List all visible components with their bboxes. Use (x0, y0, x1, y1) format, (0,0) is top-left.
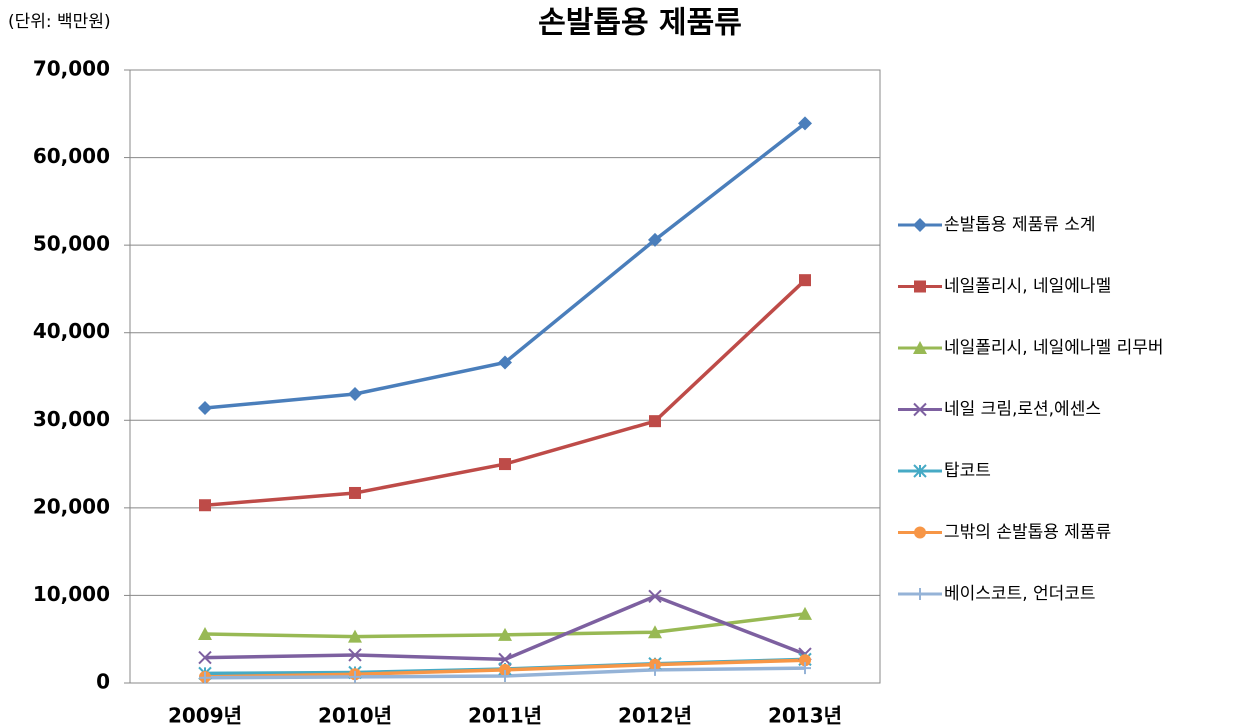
y-tick-label: 60,000 (33, 144, 110, 168)
chart-title: 손발톱용 제품류 (538, 6, 742, 41)
marker (798, 606, 812, 620)
marker (648, 589, 662, 604)
legend-label: 손발톱용 제품류 소계 (944, 215, 1096, 235)
y-tick-label: 20,000 (33, 494, 110, 518)
series-line (204, 594, 806, 662)
x-tick-label: 2011년 (468, 704, 542, 725)
marker (349, 486, 361, 499)
marker (914, 280, 926, 293)
marker (498, 652, 512, 667)
marker (799, 274, 811, 287)
marker (348, 629, 362, 643)
y-tick-label: 0 (96, 670, 110, 694)
legend-label: 네일 크림,로션,에센스 (944, 400, 1101, 420)
y-tick-label: 30,000 (33, 407, 110, 431)
marker (798, 116, 812, 131)
marker (348, 648, 362, 662)
marker (799, 654, 811, 667)
marker (198, 401, 212, 416)
plot-area (129, 69, 881, 684)
y-tick-label: 40,000 (33, 319, 110, 343)
marker (499, 663, 511, 676)
unit-label: (단위: 백만원) (8, 12, 111, 32)
y-tick-label: 70,000 (33, 57, 110, 81)
marker (198, 650, 212, 665)
legend-entry: 네일폴리시, 네일에나멜 (898, 277, 1111, 297)
marker (648, 625, 662, 639)
marker (913, 464, 927, 478)
marker (498, 355, 512, 370)
x-tick-label: 2012년 (618, 704, 692, 725)
marker (349, 670, 361, 683)
legend-label: 그밖의 손발톱용 제품류 (944, 523, 1111, 543)
marker (199, 671, 211, 684)
marker (649, 663, 661, 676)
legend-label: 네일폴리시, 네일에나멜 (944, 277, 1111, 297)
marker (499, 458, 511, 471)
y-tick-label: 10,000 (33, 582, 110, 606)
legend-entry: 탑코트 (898, 461, 991, 481)
marker (799, 662, 811, 675)
marker (199, 499, 211, 512)
legend-entry: 손발톱용 제품류 소계 (898, 215, 1096, 235)
x-tick-label: 2013년 (768, 704, 842, 725)
series-line (204, 278, 807, 507)
legend-entry: 그밖의 손발톱용 제품류 (898, 523, 1111, 543)
marker (198, 626, 212, 640)
marker (914, 588, 926, 600)
x-tick-label: 2010년 (318, 704, 392, 725)
marker (649, 415, 661, 428)
marker (499, 669, 511, 682)
legend-label: 네일폴리시, 네일에나멜 리무버 (944, 338, 1164, 358)
legend-entry: 네일 크림,로션,에센스 (898, 400, 1101, 420)
marker (913, 218, 927, 232)
legend-label: 베이스코트, 언더코트 (944, 584, 1096, 604)
x-tick-label: 2009년 (168, 704, 242, 725)
legend-entry: 네일폴리시, 네일에나멜 리무버 (898, 338, 1164, 358)
legend-label: 탑코트 (944, 461, 991, 481)
marker (498, 627, 512, 641)
marker (913, 402, 927, 417)
marker (913, 341, 927, 354)
marker (914, 526, 926, 539)
legend-entry: 베이스코트, 언더코트 (898, 584, 1096, 604)
marker (648, 232, 662, 247)
y-tick-label: 50,000 (33, 232, 110, 256)
marker (348, 387, 362, 402)
